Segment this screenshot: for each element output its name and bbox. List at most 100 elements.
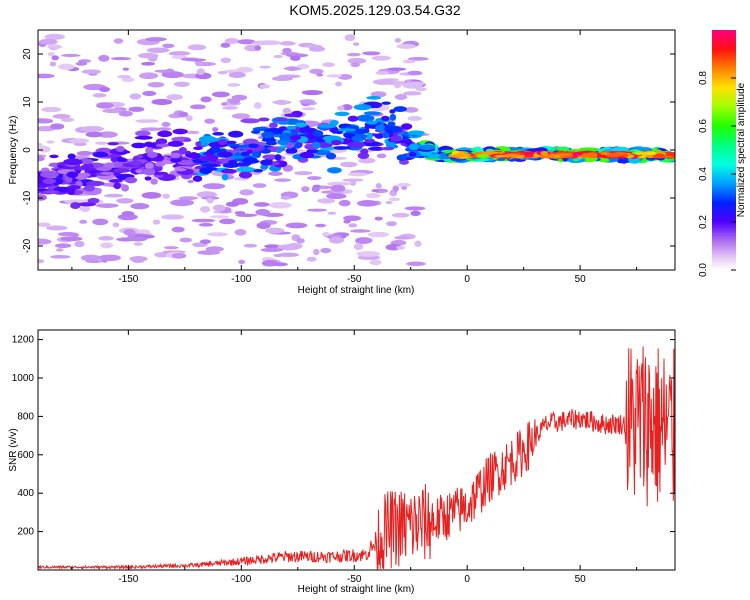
heatmap-blob [219,218,236,225]
heatmap-blob [308,46,326,52]
heatmap-blob [225,201,239,207]
heatmap-blob [358,157,376,164]
heatmap-blob [205,246,224,252]
heatmap-blob [325,152,337,160]
heatmap-blob [275,148,283,153]
heatmap-blob [243,243,258,248]
heatmap-blob [171,55,187,60]
heatmap-blob [322,62,335,68]
heatmap-blob [75,61,88,66]
heatmap-blob [97,131,118,138]
heatmap-blob [222,106,238,110]
spectrogram-xtick-label: -150 [118,274,138,285]
heatmap-blob [350,61,360,68]
heatmap-blob [87,197,100,204]
heatmap-blob [474,146,482,153]
heatmap-blob [58,63,75,70]
heatmap-blob [290,55,301,61]
heatmap-blob [130,203,150,210]
heatmap-blob [113,38,124,44]
heatmap-blob [513,158,526,162]
heatmap-blob [264,244,281,249]
heatmap-blob [225,140,237,145]
heatmap-blob [440,149,455,154]
heatmap-blob [92,93,107,98]
heatmap-blob [337,128,357,132]
heatmap-blob [41,106,62,113]
heatmap-blob [145,143,158,148]
heatmap-blob [311,186,320,193]
heatmap-blob [146,47,170,53]
heatmap-blob [351,135,363,143]
heatmap-blob [121,184,130,192]
heatmap-blob [407,130,425,136]
heatmap-blob [227,83,241,87]
heatmap-blob [317,198,336,204]
heatmap-blob [129,256,148,262]
heatmap-blob [161,214,185,220]
heatmap-blob [168,51,191,56]
heatmap-blob [372,79,394,85]
heatmap-blob [295,122,307,128]
heatmap-blob [196,68,205,75]
heatmap-blob [371,189,380,193]
heatmap-blob [606,153,623,158]
heatmap-blob [116,198,134,204]
heatmap-blob [163,246,179,250]
spectrogram-ytick-label: 20 [22,48,33,60]
heatmap-blob [178,111,189,118]
heatmap-blob [208,160,222,165]
heatmap-blob [367,231,390,238]
heatmap-blob [665,152,675,157]
heatmap-blob [394,94,408,101]
snr-ticks: -150 -100 -50 0 50 200 400 600 800 1000 1200 [12,330,675,585]
heatmap-blob [179,237,193,243]
heatmap-blob [42,190,60,194]
heatmap-blob [171,252,187,259]
heatmap-blob [234,228,247,236]
heatmap-blob [234,211,246,215]
heatmap-blob [381,101,391,105]
heatmap-blob [199,207,208,212]
heatmap-blob [221,102,228,106]
colorbar-tick-label: 0.8 [698,71,709,85]
heatmap-blob [46,178,57,184]
heatmap-blob [285,53,309,58]
heatmap-blob [75,175,88,180]
heatmap-blob [228,155,245,159]
heatmap-blob [401,123,413,130]
heatmap-blob [66,187,76,196]
heatmap-blob [371,55,391,61]
heatmap-blob [285,148,298,154]
heatmap-blob [196,191,218,198]
heatmap-blob [211,91,230,98]
heatmap-blob [356,250,381,257]
heatmap-blob [612,146,629,153]
heatmap-blob [273,118,289,122]
heatmap-blob [129,236,148,242]
heatmap-blob [141,61,156,66]
heatmap-blob [353,42,360,46]
heatmap-blob [121,210,135,217]
colorbar-ticks: 0.0 0.2 0.4 0.6 0.8 [698,71,736,277]
heatmap-blob [79,219,88,224]
heatmap-blob [258,117,270,122]
heatmap-blob [322,232,330,237]
heatmap-blob [277,252,300,258]
heatmap-blob [407,115,422,121]
heatmap-blob [314,223,327,228]
heatmap-blob [404,206,426,211]
heatmap-blob [335,81,343,87]
heatmap-blob [353,243,364,250]
heatmap-blob [134,135,153,140]
heatmap-blob [124,176,138,184]
heatmap-blob [49,61,57,67]
heatmap-blob [396,182,411,188]
heatmap-blob [60,236,83,242]
heatmap-blob [258,40,281,46]
spectrogram-ytick-label: 10 [22,96,33,108]
heatmap-blob [307,208,328,212]
heatmap-blob [116,158,128,163]
heatmap-blob [142,90,157,97]
heatmap-blob [113,168,131,173]
